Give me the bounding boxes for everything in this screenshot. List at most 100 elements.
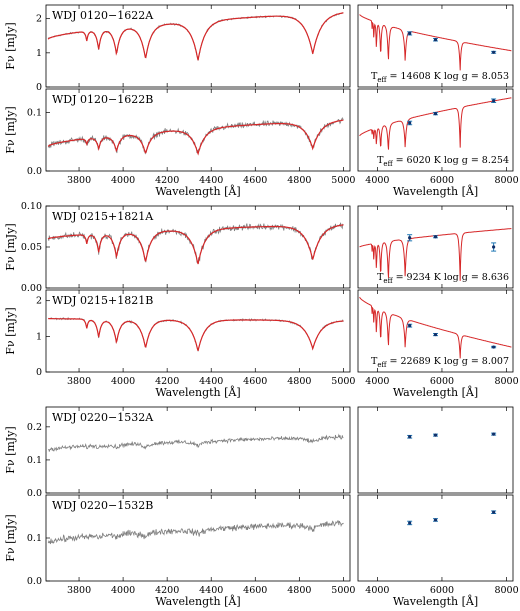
plot-frame: [357, 406, 514, 494]
y-tick-label: 0: [36, 82, 42, 93]
y-tick-label: 1: [36, 48, 42, 59]
photometry-point: [433, 235, 438, 239]
x-tick-label: 4200: [155, 175, 179, 186]
model-spectrum-line: [47, 119, 344, 156]
y-tick-label: 0.10: [21, 201, 42, 212]
x-tick-label: 4200: [155, 585, 179, 596]
plot-frame: [45, 406, 351, 494]
x-tick-label: 4800: [287, 175, 311, 186]
plot-frame: [357, 494, 514, 582]
x-tick-label: 4400: [199, 175, 223, 186]
x-tick-label: 8000: [494, 175, 518, 186]
model-spectrum-line: [47, 12, 344, 61]
x-tick-label: 4400: [199, 376, 223, 387]
y-tick-label: 0.2: [27, 422, 42, 433]
photometry-point: [492, 432, 496, 436]
x-tick-label: 4000: [365, 585, 389, 596]
observed-spectrum-line: [48, 433, 344, 452]
x-tick-label: 4000: [365, 175, 389, 186]
photometry-point: [433, 332, 438, 337]
plot-frame: [357, 4, 514, 88]
teff-logg-annotation: Teff = 6020 K log g = 8.254: [377, 155, 509, 168]
x-axis-label: Wavelength [Å]: [393, 385, 478, 399]
y-axis-label: Fν [mJy]: [4, 106, 17, 153]
plot-frame: [45, 88, 351, 172]
photometry-point: [492, 99, 496, 103]
x-tick-label: 8000: [494, 376, 518, 387]
x-tick-label: 4000: [111, 376, 135, 387]
star-name: WDJ 0120−1622A: [52, 9, 154, 22]
observed-spectrum-line: [48, 316, 344, 352]
photometry-point: [433, 518, 438, 522]
y-axis-label: Fν [mJy]: [4, 22, 17, 69]
x-axis-label: Wavelength [Å]: [155, 385, 240, 399]
spectrum-panel: 0.0 0.1 0.2 WDJ 0220−1532A Fν [mJy]: [4, 406, 351, 499]
spectrum-panel: 0.00 0.05 0.10 WDJ 0215+1821A Fν [mJy]: [4, 201, 351, 294]
y-tick-label: 0.05: [21, 242, 42, 253]
x-axis-label: Wavelength [Å]: [393, 594, 478, 608]
y-tick-label: 1: [36, 331, 42, 342]
photometry-point: [408, 435, 412, 439]
sed-panel: Teff = 14608 K log g = 8.053: [357, 4, 514, 88]
y-axis-label: Fν [mJy]: [4, 514, 17, 561]
x-tick-label: 6000: [430, 175, 454, 186]
photometry-point: [433, 38, 438, 42]
y-tick-label: 0.1: [27, 533, 42, 544]
x-tick-label: 3800: [67, 376, 91, 387]
sed-panel: 4000 6000 8000 Teff = 6020 K log g = 8.254: [357, 88, 519, 186]
x-tick-label: 5000: [331, 376, 355, 387]
y-axis-label: Fν [mJy]: [4, 307, 17, 354]
model-spectrum-line: [47, 224, 344, 265]
spectrum-panel: 0.0 0.1 3800 4000 4200 4400 4600 4800 5000 WDJ 02…: [4, 494, 355, 596]
x-tick-label: 5000: [331, 585, 355, 596]
star-name: WDJ 0215+1821A: [52, 210, 154, 223]
spectrum-panel: 0 1 2 WDJ 0120−1622A Fν [mJy]: [4, 4, 351, 93]
sed-panel: 4000 6000 8000: [357, 494, 519, 596]
photometry-point: [492, 345, 496, 349]
plot-frame: [45, 289, 351, 373]
plot-frame: [357, 289, 514, 373]
sed-panel: 4000 6000 8000 Teff = 22689 K log g = 8.007: [357, 289, 519, 387]
x-tick-label: 4000: [111, 585, 135, 596]
sed-model-line: [359, 14, 512, 71]
x-tick-label: 4800: [287, 585, 311, 596]
x-tick-label: 4400: [199, 585, 223, 596]
x-tick-label: 6000: [430, 585, 454, 596]
photometry-point: [492, 245, 496, 249]
x-tick-label: 3800: [67, 585, 91, 596]
x-tick-label: 4000: [365, 376, 389, 387]
x-tick-label: 4800: [287, 376, 311, 387]
photometry-point: [408, 31, 412, 35]
photometry-point: [433, 112, 438, 116]
photometry-point: [492, 50, 496, 54]
sed-model-line: [359, 97, 512, 150]
teff-logg-annotation: Teff = 14608 K log g = 8.053: [371, 71, 509, 84]
y-tick-label: 0.1: [27, 107, 42, 118]
x-tick-label: 4200: [155, 376, 179, 387]
y-tick-label: 2: [36, 296, 42, 307]
star-name: WDJ 0220−1532B: [52, 499, 153, 512]
y-tick-label: 0.0: [27, 166, 42, 177]
observed-spectrum-line: [47, 222, 344, 265]
photometry-point: [492, 510, 496, 514]
sed-model-line: [359, 296, 512, 359]
x-tick-label: 4600: [243, 175, 267, 186]
photometry-point: [408, 324, 412, 328]
y-tick-label: 2: [36, 14, 42, 25]
x-tick-label: 4600: [243, 376, 267, 387]
photometry-point: [408, 121, 412, 125]
y-tick-label: 0.0: [27, 576, 42, 587]
photometry-point: [408, 521, 412, 525]
x-tick-label: 3800: [67, 175, 91, 186]
plot-frame: [357, 205, 514, 289]
teff-logg-annotation: Teff = 9234 K log g = 8.636: [377, 272, 509, 285]
sed-panel: Teff = 9234 K log g = 8.636: [357, 205, 514, 289]
star-name: WDJ 0220−1532A: [52, 411, 154, 424]
y-tick-label: 0.00: [21, 283, 42, 294]
y-axis-label: Fν [mJy]: [4, 223, 17, 270]
plot-frame: [357, 88, 514, 172]
plot-frame: [45, 4, 351, 88]
y-tick-label: 0.0: [27, 488, 42, 499]
x-tick-label: 5000: [331, 175, 355, 186]
